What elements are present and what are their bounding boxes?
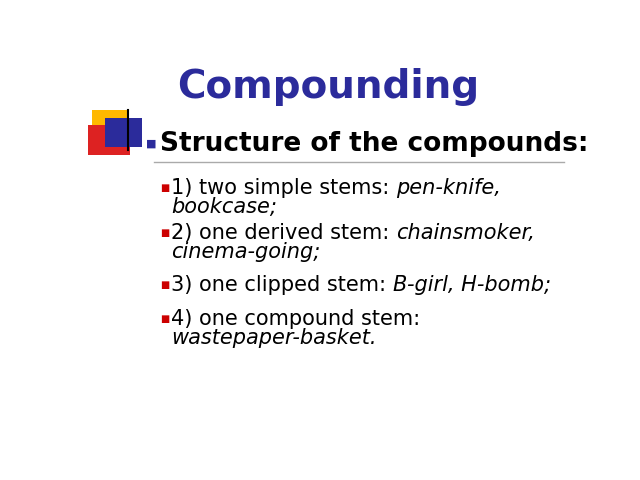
Text: cinema-going;: cinema-going;: [172, 241, 321, 262]
Text: ■: ■: [160, 183, 169, 193]
Text: 4) one compound stem:: 4) one compound stem:: [172, 310, 420, 329]
Text: wastepaper-basket.: wastepaper-basket.: [172, 328, 377, 348]
Text: ■: ■: [146, 139, 156, 149]
Text: pen-knife,: pen-knife,: [396, 179, 501, 199]
Text: 2) one derived stem:: 2) one derived stem:: [172, 223, 396, 243]
Bar: [92, 110, 129, 139]
Text: 1) two simple stems:: 1) two simple stems:: [172, 179, 396, 199]
Text: ■: ■: [160, 314, 169, 324]
Text: B-girl, H-bomb;: B-girl, H-bomb;: [393, 275, 551, 295]
Text: ■: ■: [160, 228, 169, 238]
Text: bookcase;: bookcase;: [172, 197, 277, 217]
Text: 3) one clipped stem:: 3) one clipped stem:: [172, 275, 393, 295]
Bar: [88, 125, 131, 155]
Text: Structure of the compounds:: Structure of the compounds:: [160, 131, 588, 157]
Bar: [105, 118, 142, 147]
Text: ■: ■: [160, 280, 169, 290]
Text: chainsmoker,: chainsmoker,: [396, 223, 535, 243]
Text: Compounding: Compounding: [177, 68, 479, 106]
